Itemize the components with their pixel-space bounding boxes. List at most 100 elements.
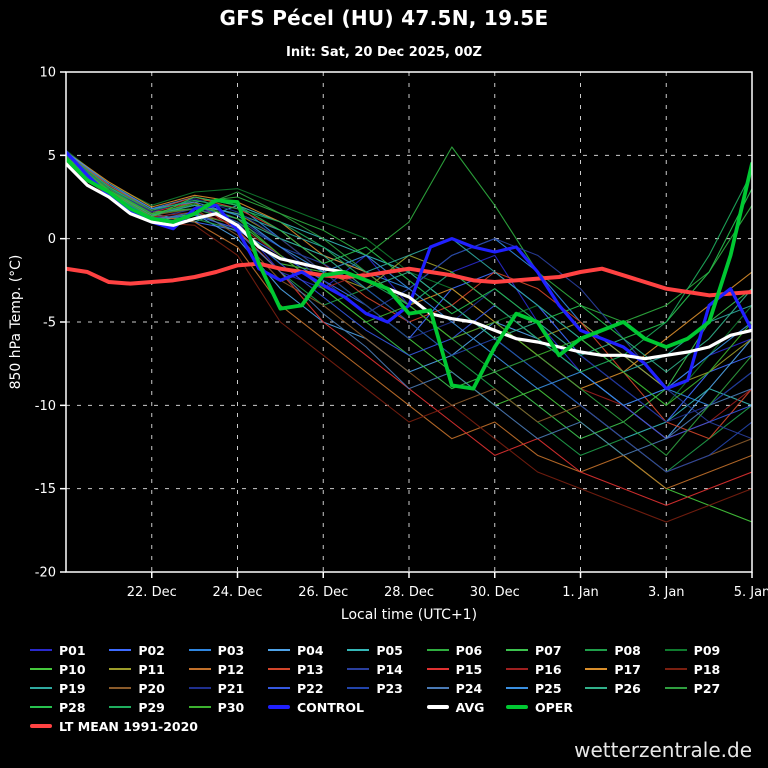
- grid: -20 -15 -10 -5 0 5 10 22. Dec 24. Dec 26. Dec 28. …: [35, 66, 768, 601]
- legend-color-line: [506, 649, 528, 651]
- legend-color-line: [426, 649, 449, 651]
- legend-color-line: [268, 687, 290, 689]
- legend-label: P06: [455, 642, 483, 658]
- legend-item-p08: P08: [585, 643, 664, 658]
- legend-item-p02: P02: [109, 643, 188, 658]
- x-tick-label: 22. Dec: [127, 585, 177, 600]
- legend-item-p04: P04: [268, 643, 347, 658]
- legend-row: P19 P20 P21 P22 P23 P24 P25 P26 P27: [30, 679, 744, 697]
- legend-color-line: [347, 687, 370, 689]
- legend-item-p18: P18: [664, 661, 744, 677]
- legend-item-p19: P19: [30, 681, 109, 696]
- legend-color-line: [109, 706, 132, 708]
- legend-label: P10: [59, 661, 86, 677]
- series-p24: [66, 159, 752, 456]
- legend-item-p05: P05: [347, 643, 426, 658]
- legend-label: OPER: [535, 699, 573, 715]
- legend-label: AVG: [455, 699, 485, 715]
- legend-color-line: [426, 687, 449, 689]
- legend-color-line: [109, 649, 132, 651]
- legend-item-p06: P06: [426, 642, 506, 658]
- legend-label: P08: [614, 642, 641, 658]
- y-tick-label: -5: [43, 316, 56, 331]
- x-tick-label: 26. Dec: [298, 585, 348, 600]
- series-group: [66, 146, 752, 523]
- legend-label: P09: [693, 642, 721, 658]
- legend-label: P07: [535, 642, 562, 658]
- legend-item-p10: P10: [30, 662, 109, 677]
- legend-color-line: [664, 668, 687, 670]
- legend-item-p16: P16: [506, 662, 585, 677]
- legend-label: P15: [455, 661, 483, 677]
- legend-label: LT MEAN 1991-2020: [59, 718, 199, 734]
- legend-color-line: [268, 649, 290, 651]
- legend-label: P22: [297, 680, 324, 696]
- legend-item-p24: P24: [426, 680, 506, 696]
- legend-label: P04: [297, 642, 324, 658]
- legend-item-p26: P26: [585, 681, 664, 696]
- legend-item-avg: AVG: [426, 699, 506, 715]
- legend-label: P24: [455, 680, 483, 696]
- x-tick-label: 28. Dec: [384, 585, 434, 600]
- legend-color-line: [585, 668, 608, 670]
- legend-color-line: [506, 705, 528, 709]
- legend-item-p29: P29: [109, 700, 188, 715]
- legend-item-p03: P03: [188, 643, 268, 658]
- series-lt-mean-1991-2020: [66, 261, 752, 298]
- legend-item-p07: P07: [506, 643, 585, 658]
- legend-color-line: [30, 706, 52, 708]
- legend-color-line: [664, 687, 687, 689]
- legend-item-p11: P11: [109, 662, 188, 677]
- legend: P01 P02 P03 P04 P05 P06 P07 P08 P09 P10 P11 P12 P13 P…: [30, 641, 744, 735]
- legend-label: P18: [693, 661, 721, 677]
- y-tick-label: -10: [35, 399, 56, 414]
- legend-color-line: [188, 706, 211, 708]
- y-tick-label: 5: [48, 149, 56, 164]
- chart-title: GFS Pécel (HU) 47.5N, 19.5E: [219, 6, 549, 30]
- legend-item-p21: P21: [188, 680, 268, 696]
- legend-item-p13: P13: [268, 662, 347, 677]
- legend-item-p12: P12: [188, 662, 268, 677]
- legend-label: P28: [59, 699, 86, 715]
- legend-color-line: [664, 649, 687, 651]
- legend-item-p22: P22: [268, 681, 347, 696]
- legend-item-p17: P17: [585, 662, 664, 677]
- watermark-wetterzentrale: wetterzentrale.de: [574, 738, 752, 762]
- series-avg: [66, 162, 752, 361]
- legend-color-line: [506, 687, 528, 689]
- legend-label: P11: [138, 661, 165, 677]
- legend-color-line: [30, 668, 52, 670]
- legend-item-p28: P28: [30, 700, 109, 715]
- legend-color-line: [188, 649, 211, 651]
- legend-label: P25: [535, 680, 562, 696]
- legend-color-line: [109, 668, 132, 670]
- legend-color-line: [30, 687, 52, 689]
- legend-item-p30: P30: [188, 699, 268, 715]
- legend-row: P01 P02 P03 P04 P05 P06 P07 P08 P09: [30, 641, 744, 659]
- legend-color-line: [268, 668, 290, 670]
- legend-item-lt-mean-1991-2020: LT MEAN 1991-2020: [30, 719, 268, 734]
- legend-label: P30: [217, 699, 245, 715]
- legend-item-p25: P25: [506, 681, 585, 696]
- legend-color-line: [188, 687, 211, 689]
- series-p26: [66, 156, 752, 373]
- legend-label: P21: [217, 680, 245, 696]
- legend-item-oper: OPER: [506, 700, 585, 715]
- x-tick-label: 1. Jan: [562, 585, 599, 600]
- x-axis-label: Local time (UTC+1): [341, 607, 477, 623]
- legend-color-line: [109, 687, 132, 689]
- legend-item-p20: P20: [109, 681, 188, 696]
- legend-row: LT MEAN 1991-2020: [30, 717, 744, 735]
- legend-item-p23: P23: [347, 681, 426, 696]
- legend-color-line: [347, 649, 370, 651]
- legend-color-line: [30, 724, 52, 728]
- y-tick-label: 10: [39, 66, 56, 81]
- legend-color-line: [268, 705, 290, 709]
- legend-color-line: [585, 649, 608, 651]
- legend-label: P20: [138, 680, 165, 696]
- legend-label: CONTROL: [297, 699, 365, 715]
- legend-label: P27: [693, 680, 721, 696]
- legend-item-p09: P09: [664, 642, 744, 658]
- y-tick-label: -20: [35, 566, 56, 581]
- legend-color-line: [30, 649, 52, 651]
